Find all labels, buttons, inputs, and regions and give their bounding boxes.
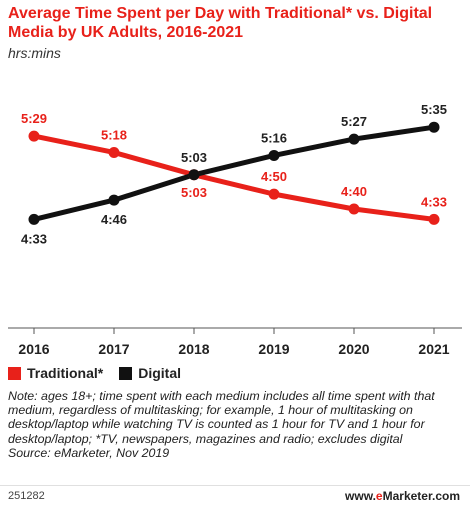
x-tick-label: 2021 bbox=[418, 341, 449, 357]
data-label-digital: 4:33 bbox=[21, 231, 47, 246]
legend-item-traditional: Traditional* bbox=[8, 365, 103, 381]
legend-swatch-digital bbox=[119, 366, 133, 380]
x-tick-label: 2018 bbox=[178, 341, 209, 357]
chart-title: Average Time Spent per Day with Traditio… bbox=[8, 5, 433, 41]
brand-logo: www.eMarketer.com bbox=[345, 489, 460, 503]
brand-e: e bbox=[375, 489, 383, 503]
brand-rest: Marketer bbox=[382, 489, 432, 503]
series-line-traditional bbox=[33, 133, 435, 222]
data-label-digital: 5:16 bbox=[261, 130, 287, 145]
data-point-traditional bbox=[428, 213, 440, 225]
chart-id: 251282 bbox=[8, 490, 45, 502]
data-label-digital: 4:46 bbox=[101, 212, 127, 227]
data-point-digital bbox=[188, 169, 200, 181]
x-tick-label: 2017 bbox=[98, 341, 129, 357]
data-label-traditional: 5:03 bbox=[181, 185, 207, 200]
data-point-traditional bbox=[108, 146, 120, 158]
line-chart: 2016 2017 2018 2019 2020 2021 5:29 5:18 5:03 4:5… bbox=[8, 102, 462, 357]
data-point-traditional bbox=[268, 188, 280, 200]
data-label-traditional: 5:29 bbox=[21, 111, 47, 126]
data-label-traditional: 5:18 bbox=[101, 127, 127, 142]
data-label-digital: 5:03 bbox=[181, 150, 207, 165]
x-tick-label: 2019 bbox=[258, 341, 289, 357]
data-point-digital bbox=[348, 133, 360, 145]
data-point-traditional bbox=[348, 203, 360, 215]
chart-footer: 251282 www.eMarketer.com bbox=[0, 485, 470, 506]
data-label-traditional: 4:50 bbox=[261, 169, 287, 184]
note-text: Note: ages 18+; time spent with each med… bbox=[8, 389, 435, 446]
x-tick-label: 2016 bbox=[18, 341, 49, 357]
chart-note: Note: ages 18+; time spent with each med… bbox=[8, 389, 464, 460]
legend-swatch-traditional bbox=[8, 366, 21, 380]
legend-label-digital: Digital bbox=[138, 365, 182, 381]
data-label-digital: 5:35 bbox=[421, 102, 447, 117]
x-tick-label: 2020 bbox=[338, 341, 369, 357]
series-line-digital bbox=[33, 124, 435, 222]
data-point-traditional bbox=[28, 130, 40, 142]
data-label-traditional: 4:40 bbox=[341, 184, 367, 199]
legend-label-traditional: Traditional* bbox=[27, 365, 104, 381]
data-point-digital bbox=[428, 121, 440, 133]
data-point-digital bbox=[108, 194, 120, 206]
data-label-digital: 5:27 bbox=[341, 114, 367, 129]
legend-item-digital: Digital bbox=[119, 365, 181, 381]
data-point-digital bbox=[28, 213, 40, 225]
chart-legend: Traditional* Digital bbox=[8, 365, 197, 381]
data-point-digital bbox=[268, 149, 280, 161]
source-text: Source: eMarketer, Nov 2019 bbox=[8, 445, 170, 460]
data-label-traditional: 4:33 bbox=[421, 194, 447, 209]
brand-prefix: www. bbox=[345, 489, 376, 503]
brand-suffix: .com bbox=[431, 489, 460, 503]
chart-subtitle: hrs:mins bbox=[8, 45, 61, 61]
